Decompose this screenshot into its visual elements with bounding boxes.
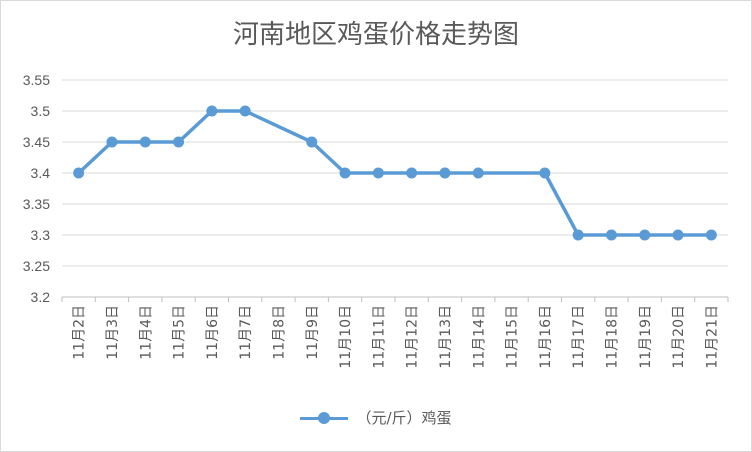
data-point <box>173 136 185 148</box>
x-tick-label: 11月17日 <box>571 305 587 369</box>
data-point <box>339 167 351 179</box>
legend: （元/斤）鸡蛋 <box>0 407 752 429</box>
data-point <box>439 167 451 179</box>
y-tick-label: 3.2 <box>31 289 51 305</box>
data-point <box>139 136 151 148</box>
x-tick-label: 11月15日 <box>505 305 521 369</box>
x-tick-label: 11月5日 <box>172 305 188 360</box>
x-axis-ticks: 11月2日 11月3日 11月4日 11月5日 11月6日 11月7日 11月8日 11月9日… <box>72 305 721 369</box>
data-point <box>73 167 85 179</box>
x-tick-label: 11月9日 <box>305 305 321 360</box>
y-tick-label: 3.3 <box>31 227 51 243</box>
data-point <box>672 229 684 241</box>
gridlines <box>61 79 729 302</box>
x-tick-label: 11月4日 <box>138 305 154 360</box>
x-tick-label: 11月10日 <box>338 305 354 369</box>
x-tick-label: 11月3日 <box>105 305 121 360</box>
data-point <box>539 167 551 179</box>
y-tick-label: 3.4 <box>31 165 51 181</box>
series-line-segment <box>543 171 580 237</box>
data-point <box>639 229 651 241</box>
y-tick-label: 3.25 <box>23 258 50 274</box>
series-line-segment <box>243 109 314 144</box>
series-egg <box>73 105 717 241</box>
y-axis-ticks: 3.2 3.25 3.3 3.35 3.4 3.45 3.5 3.55 <box>23 72 50 305</box>
y-tick-label: 3.5 <box>31 103 51 119</box>
data-point <box>472 167 484 179</box>
legend-label: （元/斤）鸡蛋 <box>356 409 452 427</box>
y-tick-label: 3.35 <box>23 196 50 212</box>
y-tick-label: 3.45 <box>23 134 50 150</box>
data-point <box>705 229 717 241</box>
x-tick-label: 11月18日 <box>604 305 620 369</box>
x-tick-label: 11月12日 <box>405 305 421 369</box>
data-point <box>605 229 617 241</box>
series-line-segment <box>76 140 114 175</box>
data-point <box>372 167 384 179</box>
data-point <box>239 105 251 117</box>
x-tick-label: 11月21日 <box>704 305 720 369</box>
data-point <box>206 105 218 117</box>
x-tick-label: 11月6日 <box>205 305 221 360</box>
x-tick-label: 11月20日 <box>671 305 687 369</box>
x-tick-label: 11月2日 <box>72 305 88 360</box>
x-tick-label: 11月14日 <box>471 305 487 369</box>
x-tick-label: 11月7日 <box>238 305 254 360</box>
data-point <box>306 136 318 148</box>
x-tick-label: 11月19日 <box>638 305 654 369</box>
series-line-segment <box>310 140 347 175</box>
x-tick-label: 11月11日 <box>371 305 387 369</box>
data-point <box>406 167 418 179</box>
x-tick-label: 11月13日 <box>438 305 454 369</box>
x-tick-label: 11月16日 <box>538 305 554 369</box>
data-point <box>106 136 118 148</box>
legend-swatch <box>300 411 349 425</box>
chart-title: 河南地区鸡蛋价格走势图 <box>232 20 519 50</box>
x-tick-label: 11月8日 <box>271 305 287 360</box>
y-tick-label: 3.55 <box>23 72 50 88</box>
data-point <box>572 229 584 241</box>
series-line-segment <box>176 109 214 144</box>
